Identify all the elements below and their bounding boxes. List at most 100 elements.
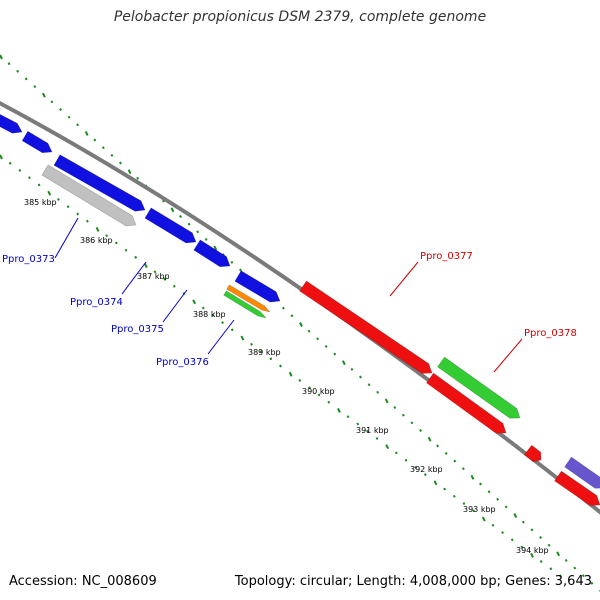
outer-tick-mark [230, 260, 234, 264]
outer-tick-mark [213, 245, 218, 251]
outer-tick-mark [333, 352, 337, 356]
tick-label: 392 kbp [410, 465, 443, 474]
outer-tick-mark [487, 490, 491, 494]
gene-arrow[interactable] [426, 372, 507, 434]
gene-arrow[interactable] [564, 456, 600, 489]
gene-arrow[interactable] [523, 444, 542, 463]
inner-tick-mark [549, 567, 553, 571]
outer-tick-mark [316, 337, 320, 341]
outer-tick-mark [376, 390, 380, 394]
outer-tick-mark [239, 268, 242, 272]
outer-tick-mark [50, 100, 54, 104]
inner-tick-mark [375, 436, 379, 440]
inner-tick-mark [510, 538, 514, 542]
outer-tick-mark [401, 413, 405, 417]
gene-label-leader [121, 261, 147, 295]
inner-tick-mark [298, 379, 302, 382]
inner-tick-mark [95, 226, 100, 232]
gene-arrow[interactable] [0, 113, 23, 134]
outer-tick-mark [84, 130, 89, 136]
inner-tick-mark [279, 364, 282, 368]
gene-arrow-ppro-0375[interactable] [226, 284, 271, 313]
inner-tick-mark [66, 205, 70, 209]
inner-tick-mark [8, 161, 12, 165]
outer-tick-mark [367, 383, 371, 387]
inner-tick-mark [269, 357, 273, 361]
inner-tick-mark [501, 531, 504, 534]
gene-label-leader [493, 338, 523, 373]
outer-tick-mark [76, 123, 80, 127]
inner-tick-mark [394, 451, 398, 455]
inner-tick-mark [491, 523, 495, 527]
outer-tick-mark [341, 360, 346, 366]
gene-label-leader [54, 217, 79, 259]
gene-arrow-ppro-0373[interactable] [41, 164, 137, 227]
inner-tick-mark [105, 234, 109, 238]
outer-tick-mark [573, 566, 577, 570]
outer-tick-mark [290, 314, 294, 318]
inner-tick-mark [288, 371, 293, 377]
genome-backbone [0, 101, 600, 515]
accession-text: Accession: NC_008609 [9, 574, 157, 589]
inner-tick-mark [481, 516, 486, 522]
outer-tick-mark [427, 436, 432, 442]
gene-label-leader [207, 319, 235, 355]
gene-label-ppro-0373[interactable]: Ppro_0373 [2, 254, 55, 265]
gene-label-ppro-0376[interactable]: Ppro_0376 [156, 357, 209, 368]
inner-tick-mark [163, 277, 167, 281]
gene-arrow[interactable] [234, 270, 281, 303]
inner-tick-mark [114, 241, 118, 245]
inner-tick-mark [539, 560, 543, 563]
outer-tick-mark [7, 62, 11, 66]
tick-label: 385 kbp [24, 198, 57, 207]
inner-tick-mark [172, 284, 176, 288]
outer-tick-mark [384, 398, 389, 404]
outer-tick-mark [16, 69, 20, 73]
gene-arrow[interactable] [144, 207, 197, 244]
outer-tick-mark [196, 230, 200, 234]
inner-tick-mark [404, 458, 408, 462]
outer-tick-mark [539, 536, 542, 539]
outer-tick-mark [299, 322, 303, 327]
inner-tick-mark [211, 313, 215, 317]
outer-tick-mark [136, 176, 140, 180]
gene-arrow-ppro-0378[interactable] [437, 356, 521, 419]
tick-label: 390 kbp [302, 387, 335, 396]
gene-label-ppro-0378[interactable]: Ppro_0378 [524, 328, 577, 339]
outer-tick-mark [67, 115, 71, 119]
inner-tick-mark [472, 509, 475, 513]
inner-tick-mark [452, 494, 456, 498]
gene-label-ppro-0375[interactable]: Ppro_0375 [111, 324, 164, 335]
inner-tick-mark [366, 429, 369, 433]
inner-tick-mark [86, 219, 89, 223]
inner-tick-mark [385, 444, 390, 450]
inner-tick-mark [28, 176, 31, 180]
genome-summary-text: Topology: circular; Length: 4,008,000 bp… [234, 574, 592, 589]
outer-tick-mark [410, 421, 414, 425]
gene-arrow[interactable] [53, 154, 146, 212]
gene-layer [0, 113, 600, 506]
outer-tick-mark [93, 138, 97, 142]
gene-arrow[interactable] [193, 239, 231, 268]
outer-tick-mark [179, 215, 182, 218]
outer-tick-mark [59, 108, 62, 111]
inner-tick-mark [240, 335, 245, 341]
inner-tick-mark [346, 415, 350, 419]
gene-label-ppro-0377[interactable]: Ppro_0377 [420, 251, 473, 262]
gene-arrow-ppro-0377[interactable] [299, 280, 433, 374]
tick-label: 391 kbp [356, 426, 389, 435]
inner-tick-mark [559, 574, 562, 578]
inner-tick-mark [201, 306, 205, 310]
gene-arrow-ppro-0376[interactable] [223, 290, 267, 319]
outer-tick-mark [41, 92, 46, 98]
gene-arrow[interactable] [554, 470, 600, 506]
gene-label-ppro-0374[interactable]: Ppro_0374 [70, 297, 123, 308]
gene-arrow[interactable] [21, 130, 53, 154]
outer-tick-mark [513, 513, 518, 519]
tick-label: 393 kbp [463, 505, 496, 514]
inner-tick-mark [308, 386, 311, 390]
inner-tick-mark [57, 198, 60, 201]
outer-tick-mark [101, 146, 105, 150]
